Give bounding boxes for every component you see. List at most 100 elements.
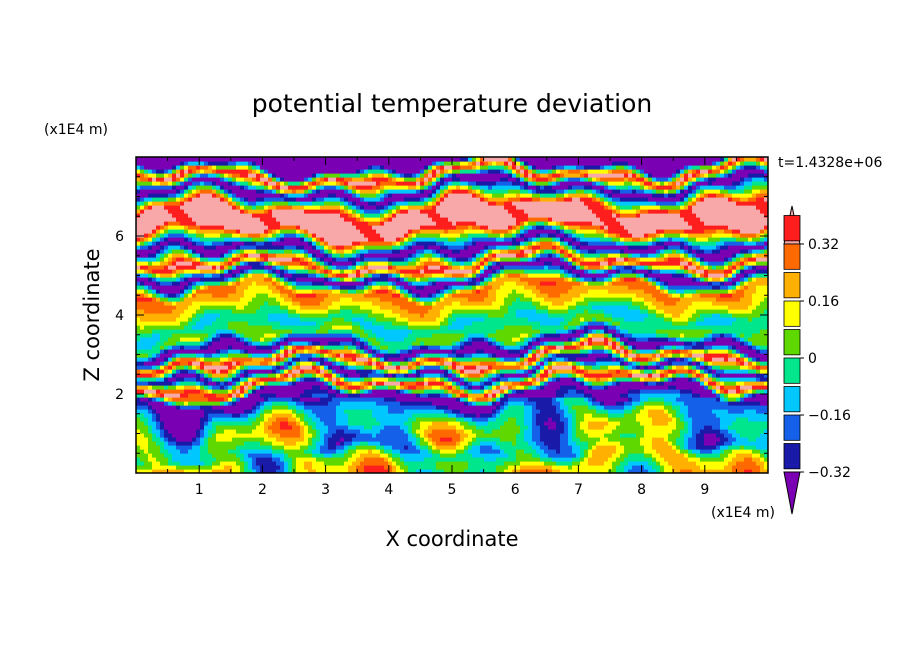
heatmap-cell xyxy=(192,453,197,458)
heatmap-cell xyxy=(396,449,401,454)
heatmap-cell xyxy=(608,441,613,446)
heatmap-cell xyxy=(240,449,245,454)
heatmap-cell xyxy=(712,393,717,398)
heatmap-cell xyxy=(472,385,477,390)
heatmap-cell xyxy=(344,369,349,374)
heatmap-cell xyxy=(156,369,161,374)
heatmap-cell xyxy=(628,405,633,410)
heatmap-cell xyxy=(696,409,701,414)
heatmap-cell xyxy=(288,433,293,438)
heatmap-cell xyxy=(492,389,497,394)
heatmap-cell xyxy=(156,353,161,358)
heatmap-cell xyxy=(408,469,413,473)
heatmap-cell xyxy=(624,349,629,354)
heatmap-cell xyxy=(708,385,713,390)
heatmap-cell xyxy=(232,377,237,382)
heatmap-cell xyxy=(548,349,553,354)
heatmap-cell xyxy=(756,389,761,394)
heatmap-cell xyxy=(624,461,629,466)
heatmap-cell xyxy=(508,397,513,402)
heatmap-cell xyxy=(220,421,225,426)
heatmap-cell xyxy=(660,425,665,430)
heatmap-cell xyxy=(428,345,433,350)
heatmap-cell xyxy=(716,425,721,430)
heatmap-cell xyxy=(708,353,713,358)
heatmap-cell xyxy=(444,405,449,410)
heatmap-cell xyxy=(196,345,201,350)
heatmap-cell xyxy=(408,397,413,402)
heatmap-cell xyxy=(216,417,221,422)
heatmap-cell xyxy=(348,433,353,438)
heatmap-cell xyxy=(680,393,685,398)
heatmap-cell xyxy=(664,409,669,414)
heatmap-cell xyxy=(648,349,653,354)
heatmap-cell xyxy=(320,417,325,422)
heatmap-cell xyxy=(356,445,361,450)
heatmap-cell xyxy=(740,409,745,414)
heatmap-cell xyxy=(628,357,633,362)
heatmap-cell xyxy=(264,357,269,362)
heatmap-cell xyxy=(252,433,257,438)
heatmap-cell xyxy=(168,393,173,398)
heatmap-cell xyxy=(748,437,753,442)
heatmap-cell xyxy=(484,425,489,430)
heatmap-cell xyxy=(220,361,225,366)
heatmap-cell xyxy=(244,457,249,462)
heatmap-cell xyxy=(372,369,377,374)
heatmap-cell xyxy=(396,361,401,366)
heatmap-cell xyxy=(432,357,437,362)
heatmap-cell xyxy=(580,413,585,418)
heatmap-cell xyxy=(416,353,421,358)
heatmap-cell xyxy=(356,401,361,406)
heatmap-cell xyxy=(660,385,665,390)
heatmap-cell xyxy=(156,393,161,398)
heatmap-cell xyxy=(228,461,233,466)
heatmap-cell xyxy=(640,385,645,390)
heatmap-cell xyxy=(580,433,585,438)
heatmap-cell xyxy=(512,357,517,362)
heatmap-cell xyxy=(276,441,281,446)
heatmap-cell xyxy=(764,389,768,394)
heatmap-cell xyxy=(324,469,329,473)
heatmap-cell xyxy=(648,437,653,442)
heatmap-cell xyxy=(724,461,729,466)
heatmap-cell xyxy=(464,461,469,466)
heatmap-cell xyxy=(700,441,705,446)
heatmap-cell xyxy=(688,425,693,430)
heatmap-cell xyxy=(376,465,381,470)
heatmap-cell xyxy=(284,413,289,418)
heatmap-cell xyxy=(140,345,145,350)
heatmap-cell xyxy=(508,369,513,374)
heatmap-cell xyxy=(752,469,757,473)
heatmap-cell xyxy=(372,345,377,350)
heatmap-cell xyxy=(252,385,257,390)
heatmap-cell xyxy=(136,389,141,394)
heatmap-cell xyxy=(352,441,357,446)
heatmap-cell xyxy=(600,441,605,446)
heatmap-cell xyxy=(348,385,353,390)
heatmap-cell xyxy=(368,433,373,438)
heatmap-cell xyxy=(276,469,281,473)
heatmap-cell xyxy=(756,453,761,458)
heatmap-cell xyxy=(400,421,405,426)
heatmap-cell xyxy=(472,453,477,458)
heatmap-cell xyxy=(624,353,629,358)
heatmap-cell xyxy=(528,389,533,394)
heatmap-cell xyxy=(688,437,693,442)
heatmap-cell xyxy=(652,361,657,366)
heatmap-cell xyxy=(136,345,141,350)
heatmap-cell xyxy=(620,405,625,410)
heatmap-cell xyxy=(240,405,245,410)
heatmap-cell xyxy=(476,353,481,358)
heatmap-cell xyxy=(460,441,465,446)
heatmap-cell xyxy=(456,369,461,374)
heatmap-cell xyxy=(332,357,337,362)
heatmap-cell xyxy=(660,401,665,406)
heatmap-cell xyxy=(672,449,677,454)
heatmap-cell xyxy=(644,429,649,434)
heatmap-cell xyxy=(636,465,641,470)
heatmap-cell xyxy=(592,461,597,466)
heatmap-cell xyxy=(596,381,601,386)
heatmap-cell xyxy=(276,401,281,406)
heatmap-cell xyxy=(376,393,381,398)
